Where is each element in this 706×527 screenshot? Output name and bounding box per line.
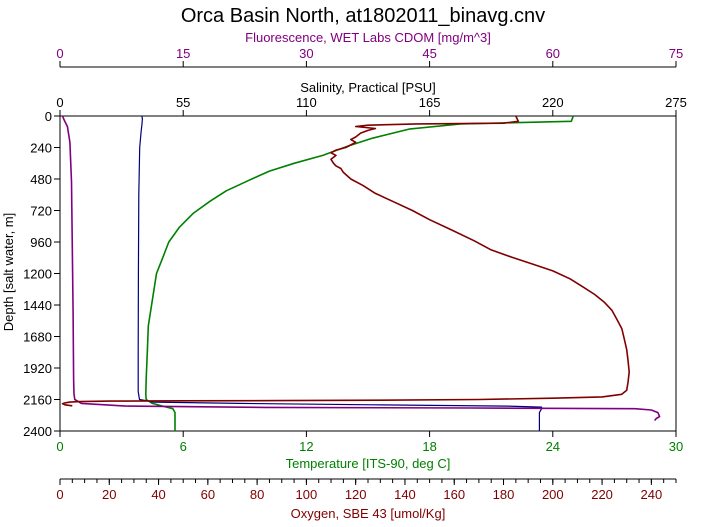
oxygen-tick-label: 60	[201, 487, 215, 502]
oxygen-axis-label: Oxygen, SBE 43 [umol/Kg]	[291, 506, 446, 521]
oxygen-tick-label: 0	[56, 487, 63, 502]
salinity-tick-label: 55	[176, 95, 190, 110]
oxygen-tick-label: 220	[591, 487, 613, 502]
depth-tick-label: 240	[30, 141, 52, 156]
salinity-tick-label: 275	[665, 95, 687, 110]
oxygen-tick-label: 160	[443, 487, 465, 502]
fluorescence-tick-label: 75	[669, 46, 683, 61]
fluorescence-tick-label: 60	[546, 46, 560, 61]
depth-axis-label: Depth [salt water, m]	[1, 213, 16, 332]
depth-tick-label: 1680	[23, 330, 52, 345]
plot-frame	[59, 115, 677, 432]
depth-tick-label: 960	[30, 235, 52, 250]
oxygen-tick-label: 80	[250, 487, 264, 502]
oxygen-tick-label: 180	[493, 487, 515, 502]
depth-tick-label: 2400	[23, 424, 52, 439]
oxygen-tick-label: 140	[394, 487, 416, 502]
temperature-series-line	[145, 115, 575, 431]
oxygen-tick-label: 200	[542, 487, 564, 502]
depth-tick-label: 0	[45, 109, 52, 124]
depth-tick-label: 2160	[23, 393, 52, 408]
temperature-tick-label: 24	[546, 439, 560, 454]
fluorescence-series-line	[61, 115, 661, 422]
fluorescence-tick-label: 0	[56, 46, 63, 61]
chart-title: Orca Basin North, at1802011_binavg.cnv	[181, 5, 545, 27]
salinity-tick-label: 0	[56, 95, 63, 110]
salinity-axis-label: Salinity, Practical [PSU]	[300, 80, 436, 95]
temperature-axis-label: Temperature [ITS-90, deg C]	[286, 456, 451, 471]
temperature-tick-label: 12	[299, 439, 313, 454]
fluorescence-tick-label: 30	[299, 46, 313, 61]
depth-tick-label: 720	[30, 204, 52, 219]
salinity-tick-label: 165	[419, 95, 441, 110]
oxygen-series-line	[61, 115, 630, 407]
temperature-tick-label: 6	[180, 439, 187, 454]
oxygen-tick-label: 100	[296, 487, 318, 502]
depth-tick-label: 1440	[23, 298, 52, 313]
fluorescence-tick-label: 15	[176, 46, 190, 61]
oxygen-tick-label: 40	[151, 487, 165, 502]
temperature-tick-label: 30	[669, 439, 683, 454]
depth-tick-label: 480	[30, 172, 52, 187]
temperature-tick-label: 0	[56, 439, 63, 454]
salinity-tick-label: 220	[542, 95, 564, 110]
salinity-tick-label: 110	[296, 95, 317, 110]
fluorescence-axis-label: Fluorescence, WET Labs CDOM [mg/m^3]	[245, 30, 491, 45]
salinity-series-line	[137, 115, 543, 431]
depth-tick-label: 1920	[23, 361, 52, 376]
fluorescence-tick-label: 45	[422, 46, 436, 61]
depth-tick-label: 1200	[23, 267, 52, 282]
oxygen-tick-label: 20	[102, 487, 116, 502]
oxygen-tick-label: 240	[641, 487, 663, 502]
series-layer	[61, 115, 661, 431]
oxygen-tick-label: 120	[345, 487, 367, 502]
temperature-tick-label: 18	[422, 439, 436, 454]
